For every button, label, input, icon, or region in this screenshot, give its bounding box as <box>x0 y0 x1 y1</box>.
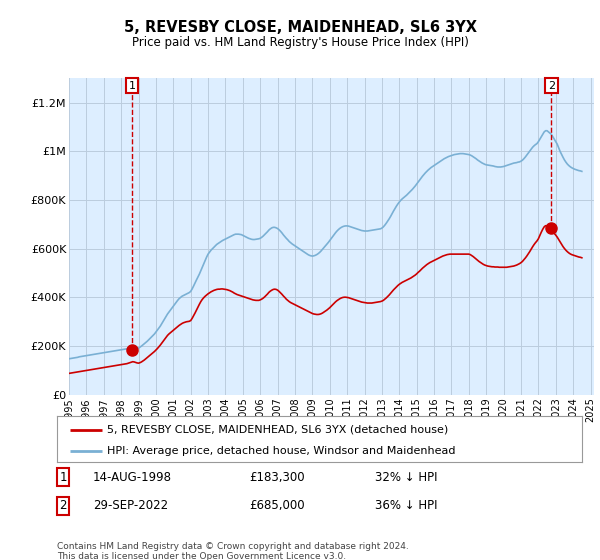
Text: Contains HM Land Registry data © Crown copyright and database right 2024.
This d: Contains HM Land Registry data © Crown c… <box>57 542 409 560</box>
Text: 5, REVESBY CLOSE, MAIDENHEAD, SL6 3YX (detached house): 5, REVESBY CLOSE, MAIDENHEAD, SL6 3YX (d… <box>107 425 448 435</box>
Text: 2: 2 <box>59 499 67 512</box>
Text: Price paid vs. HM Land Registry's House Price Index (HPI): Price paid vs. HM Land Registry's House … <box>131 36 469 49</box>
Text: 1: 1 <box>128 81 136 91</box>
Text: 32% ↓ HPI: 32% ↓ HPI <box>375 470 437 484</box>
Text: 36% ↓ HPI: 36% ↓ HPI <box>375 499 437 512</box>
Text: 14-AUG-1998: 14-AUG-1998 <box>93 470 172 484</box>
Text: HPI: Average price, detached house, Windsor and Maidenhead: HPI: Average price, detached house, Wind… <box>107 446 455 455</box>
Text: 5, REVESBY CLOSE, MAIDENHEAD, SL6 3YX: 5, REVESBY CLOSE, MAIDENHEAD, SL6 3YX <box>124 20 476 35</box>
Text: 1: 1 <box>59 470 67 484</box>
Text: £685,000: £685,000 <box>249 499 305 512</box>
Text: £183,300: £183,300 <box>249 470 305 484</box>
Text: 29-SEP-2022: 29-SEP-2022 <box>93 499 168 512</box>
Text: 2: 2 <box>548 81 555 91</box>
